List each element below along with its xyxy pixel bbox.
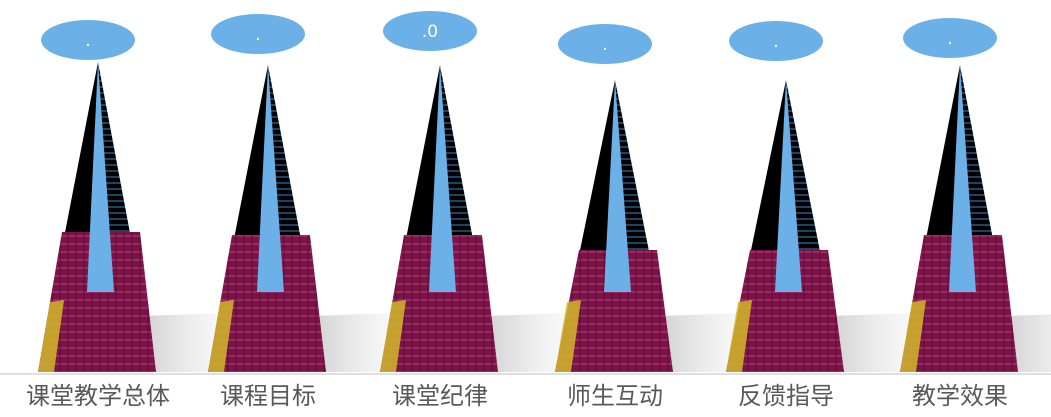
- value-label: .0: [422, 22, 438, 42]
- value-bubble: [211, 14, 305, 54]
- category-label: 教学效果: [912, 382, 1008, 410]
- pyramid-base: [208, 235, 326, 372]
- category-label: 课堂纪律: [392, 382, 488, 410]
- value-bubble: [558, 24, 652, 64]
- pyramid-front-face: [775, 80, 802, 292]
- pyramid-accent: [38, 300, 64, 372]
- value-label: .: [947, 29, 952, 49]
- value-bubble: [41, 20, 135, 60]
- value-bubble: [729, 21, 823, 61]
- pyramid-front-face: [949, 65, 976, 292]
- category-label: 课堂教学总体: [26, 382, 170, 410]
- value-bubble: [383, 11, 477, 51]
- pyramid-base: [900, 235, 1018, 372]
- value-label: .: [85, 31, 90, 51]
- value-label: .: [255, 25, 260, 45]
- pyramid-accent: [380, 300, 406, 372]
- category-label: 反馈指导: [738, 382, 834, 410]
- pyramid-front-face: [429, 65, 456, 292]
- value-bubble: [903, 18, 997, 58]
- category-label: 师生互动: [567, 382, 663, 410]
- pyramid-bar: .: [38, 20, 273, 372]
- pyramid-bar: .: [555, 24, 790, 372]
- pyramid-accent: [208, 300, 234, 372]
- pyramid-accent: [555, 300, 581, 372]
- pyramid-accent: [900, 300, 926, 372]
- pyramid-bar: .: [900, 18, 1051, 372]
- pyramid-front-face: [87, 62, 114, 292]
- value-label: .: [773, 32, 778, 52]
- pyramid-base: [555, 250, 673, 372]
- pyramid-accent: [726, 300, 752, 372]
- pyramid-base: [38, 232, 156, 372]
- value-label: .: [602, 35, 607, 55]
- pyramid-bar: .: [726, 21, 961, 372]
- pyramid-base: [726, 250, 844, 372]
- pyramid-base: [380, 235, 498, 372]
- pyramid-front-face: [257, 65, 284, 292]
- pyramid-front-face: [604, 80, 631, 292]
- pyramid-bar: .: [208, 14, 443, 372]
- category-label: 课程目标: [220, 382, 316, 410]
